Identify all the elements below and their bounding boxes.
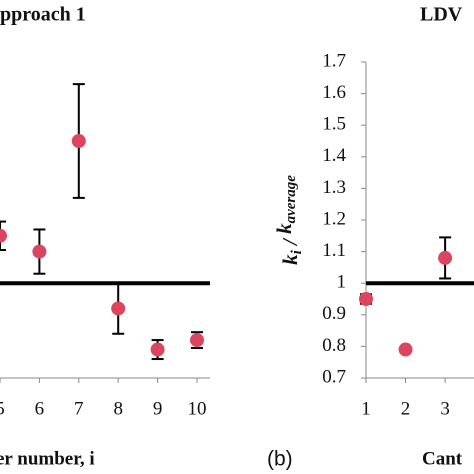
y-tick-label: 1.6 [322,82,346,103]
y-tick-label: 1.5 [322,114,346,135]
y-tick-label: 1.1 [322,240,346,261]
y-tick-label: 0.9 [322,303,346,324]
y-tick-label: 0.7 [322,366,346,387]
x-axis-label: Cant [422,448,463,469]
x-tick-label: 1 [361,398,371,419]
y-axis-label-part: k [278,254,302,265]
chart-title: pproach 1 [0,4,86,26]
point [438,250,453,265]
x-tick-label: 10 [187,398,206,419]
y-axis-label-part: i [289,249,305,254]
point [359,292,373,306]
point [189,333,204,348]
x-tick-label: 5 [0,398,5,419]
x-tick-label: 6 [35,398,45,419]
y-tick-label: 1 [337,272,347,293]
y-tick-label: 1.2 [322,208,346,229]
y-tick-label: 1.3 [322,177,346,198]
x-tick-label: 8 [113,398,123,419]
y-axis-label-part: average [283,175,299,224]
point [398,342,413,357]
y-axis-label: ki / kaverage [272,175,306,265]
y-tick-label: 1.7 [322,50,346,71]
panel-label: (b) [267,448,293,471]
error-bar [0,220,6,252]
x-axis-label: er number, i [0,448,95,469]
x-tick-label: 7 [74,398,84,419]
y-axis-label-part: / [278,234,302,250]
x-tick-label: 9 [153,398,163,419]
y-tick-label: 0.8 [322,335,346,356]
point [150,342,165,357]
y-axis-label-part: k [272,223,296,234]
x-tick-label: 2 [401,398,411,419]
x-tick-label: 3 [440,398,450,419]
point [32,244,47,259]
y-tick-label: 1.4 [322,145,346,166]
chart-title: LDV [420,4,463,26]
point [0,228,7,243]
point [71,134,86,148]
point [111,301,126,316]
